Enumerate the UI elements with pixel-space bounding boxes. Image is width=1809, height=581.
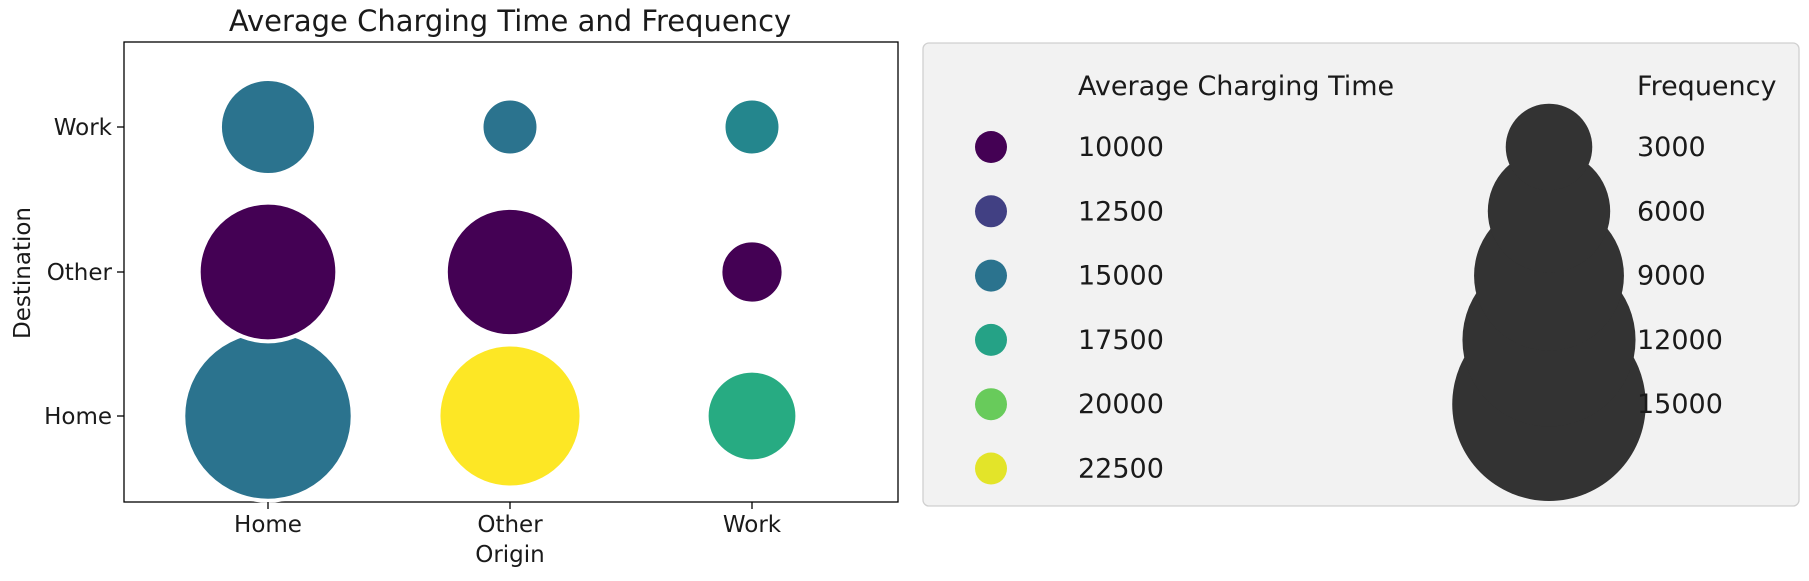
bubble-home-to-home — [181, 329, 355, 503]
bubble-home-to-other — [196, 200, 340, 344]
bubble-layer — [181, 76, 800, 503]
legend-size-marker-3000 — [1505, 103, 1593, 191]
legend-color-swatch-20000 — [975, 388, 1007, 421]
bubble-home-to-work — [217, 76, 319, 178]
legend-color-swatch-17500 — [975, 323, 1007, 356]
legend-size-entries: 3000 6000 9000 12000 15000 — [1452, 103, 1723, 501]
bubble-other-to-other — [443, 205, 577, 339]
y-tick-label-work: Work — [54, 115, 113, 141]
legend-size-label-6000: 6000 — [1637, 196, 1706, 227]
bubble-work-to-home — [704, 368, 800, 464]
y-axis: Home Other Work — [44, 115, 124, 430]
legend-color-label-15000: 15000 — [1078, 261, 1164, 292]
legend-color-label-12500: 12500 — [1078, 196, 1164, 227]
legend-size-label-9000: 9000 — [1637, 261, 1706, 292]
bubble-other-to-home — [436, 342, 584, 490]
legend-color-label-17500: 17500 — [1078, 325, 1164, 356]
legend-size-title: Frequency — [1637, 71, 1777, 102]
legend-size-label-3000: 3000 — [1637, 132, 1706, 163]
legend-color-swatch-22500 — [975, 452, 1007, 485]
bubble-work-to-work — [721, 96, 783, 158]
legend-size-label-12000: 12000 — [1637, 325, 1723, 356]
legend-color-title: Average Charging Time — [1078, 71, 1394, 102]
legend-color-entries: 10000 12500 15000 17500 20000 22500 — [975, 131, 1164, 485]
x-axis: Home Other Work — [234, 502, 782, 538]
x-tick-label-other: Other — [477, 512, 543, 538]
legend-color-swatch-12500 — [975, 195, 1007, 228]
y-tick-label-other: Other — [47, 260, 113, 286]
legend-size-label-15000: 15000 — [1637, 389, 1723, 420]
legend-color-label-20000: 20000 — [1078, 389, 1164, 420]
y-axis-label: Destination — [10, 207, 36, 339]
legend-color-swatch-10000 — [975, 131, 1007, 163]
chart-title: Average Charging Time and Frequency — [229, 4, 791, 38]
bubble-work-to-other — [718, 238, 786, 306]
legend-color-label-22500: 22500 — [1078, 454, 1164, 485]
bubble-other-to-work — [479, 96, 541, 158]
y-tick-label-home: Home — [44, 404, 112, 430]
x-axis-label: Origin — [475, 542, 545, 568]
x-tick-label-home: Home — [234, 512, 302, 538]
legend-color-swatch-15000 — [975, 259, 1007, 292]
legend-size-marker-6000 — [1487, 150, 1611, 273]
x-tick-label-work: Work — [723, 512, 782, 538]
legend-color-label-10000: 10000 — [1078, 132, 1164, 163]
